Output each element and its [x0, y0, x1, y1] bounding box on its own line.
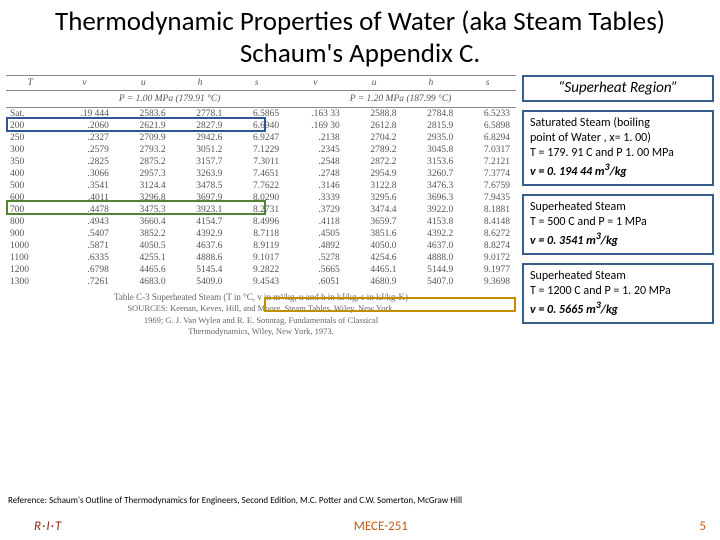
- region-box: “Superheat Region”: [522, 75, 714, 102]
- col-header: v: [285, 75, 346, 90]
- footer: R·I·T MECE-251 5: [0, 515, 720, 540]
- page-number: 5: [699, 519, 706, 534]
- reference-line: Reference: Schaum's Outline of Thermodyn…: [8, 495, 462, 506]
- sat-l5: /kg: [610, 165, 627, 179]
- col-header: s: [459, 75, 516, 90]
- table-row: 500.35413124.43478.57.7622.31463122.8347…: [6, 180, 516, 192]
- table-row: 900.54073852.24392.98.7118.45053851.6439…: [6, 228, 516, 240]
- b500-l2: T = 500 C and P = 1 MPa: [530, 215, 647, 229]
- col-header: u: [115, 75, 172, 90]
- superheat-500-box: Superheated Steam T = 500 C and P = 1 MP…: [522, 194, 714, 255]
- col-header: s: [228, 75, 285, 90]
- sat-l1: Saturated Steam (boiling: [530, 116, 650, 130]
- steam-table: Tvuhsvuhs P = 1.00 MPa (179.91 °C) P = 1…: [6, 75, 516, 288]
- steam-table-area: Tvuhsvuhs P = 1.00 MPa (179.91 °C) P = 1…: [6, 75, 516, 337]
- table-row: 350.28252875.23157.77.3011.25482872.2315…: [6, 156, 516, 168]
- sources-line-3: Thermodynamics, Wiley, New York, 1973.: [6, 326, 516, 337]
- table-row: Sat..19 4442583.62778.16.5865.163 332588…: [6, 107, 516, 120]
- b500-l4: /kg: [601, 234, 618, 248]
- col-header: v: [54, 75, 115, 90]
- annotation-column: “Superheat Region” Saturated Steam (boil…: [522, 75, 714, 337]
- table-row: 1100.63354255.14888.69.1017.52784254.648…: [6, 252, 516, 264]
- superheat-1200-box: Superheated Steam T = 1200 C and P = 1. …: [522, 263, 714, 324]
- table-row: 300.25792793.23051.27.1229.23452789.2304…: [6, 144, 516, 156]
- col-header: T: [6, 75, 54, 90]
- sat-l3: T = 179. 91 C and P 1. 00 MPa: [530, 146, 674, 160]
- course-code: MECE-251: [354, 519, 408, 534]
- sat-steam-box: Saturated Steam (boiling point of Water …: [522, 110, 714, 186]
- b1200-l2: T = 1200 C and P = 1. 20 MPa: [530, 284, 671, 298]
- table-row: 700.44783475.33923.18.2731.37293474.4392…: [6, 204, 516, 216]
- table-row: 600.40113296.83697.98.0290.33393295.6369…: [6, 192, 516, 204]
- b1200-l3: v = 0. 5665 m: [530, 303, 596, 317]
- table-row: 200.20602621.92827.96.6940.169 302612.82…: [6, 120, 516, 132]
- table-row: 1000.58714050.54637.68.9119.48924050.046…: [6, 240, 516, 252]
- table-row: 400.30662957.33263.97.4651.27482954.9326…: [6, 168, 516, 180]
- sat-l2: point of Water , x= 1. 00): [530, 131, 651, 145]
- table-row: 250.23272709.92942.66.9247.21382704.2293…: [6, 132, 516, 144]
- pressure-header-left: P = 1.00 MPa (179.91 °C): [54, 90, 285, 107]
- table-row: 1200.67984465.65145.49.2822.56654465.151…: [6, 264, 516, 276]
- b1200-l4: /kg: [601, 303, 618, 317]
- sat-l4: v = 0. 194 44 m: [530, 165, 605, 179]
- table-row: 800.49433660.44154.78.4996.41183659.7415…: [6, 216, 516, 228]
- sources-line-1: SOURCES: Keenan, Keves, Hill, and Moore,…: [6, 303, 516, 314]
- col-header: u: [346, 75, 403, 90]
- table-caption: Table C-3 Superheated Steam (T in °C, v …: [6, 292, 516, 304]
- table-row: 1300.72614683.05409.09.4543.60514680.954…: [6, 276, 516, 288]
- b500-l1: Superheated Steam: [530, 200, 626, 214]
- col-header: h: [402, 75, 459, 90]
- content-area: Tvuhsvuhs P = 1.00 MPa (179.91 °C) P = 1…: [0, 73, 720, 337]
- sources-line-2: 1969; G. J. Van Wylen and R. E. Sonntag,…: [6, 315, 516, 326]
- b500-l3: v = 0. 3541 m: [530, 234, 596, 248]
- col-header: h: [172, 75, 229, 90]
- pressure-header-right: P = 1.20 MPa (187.99 °C): [285, 90, 516, 107]
- rit-logo: R·I·T: [34, 519, 62, 534]
- b1200-l1: Superheated Steam: [530, 269, 626, 283]
- page-title: Thermodynamic Properties of Water (aka S…: [0, 0, 720, 73]
